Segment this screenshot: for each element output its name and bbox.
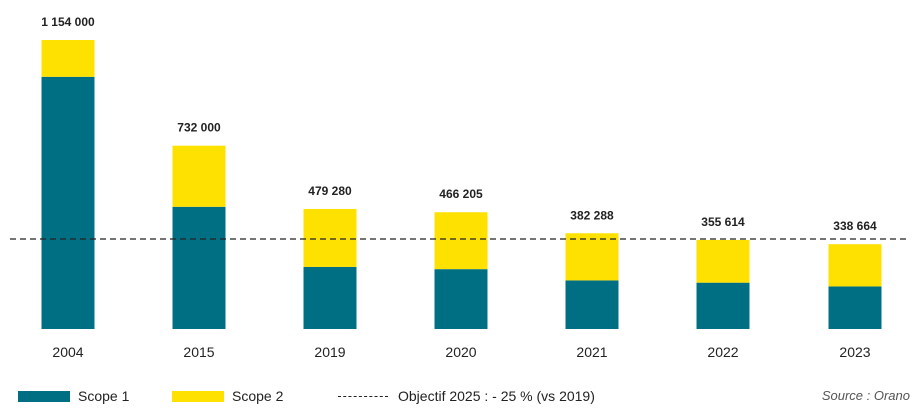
- stacked-bar-chart: 1 154 000 2004 732 000 2015 479 280 2019 466 2…: [10, 15, 910, 360]
- legend: Scope 1 Scope 2 Objectif 2025 : - 25 % (…: [0, 384, 918, 414]
- bar-scope-1-2023: [828, 286, 882, 329]
- total-label-2015: 732 000: [177, 121, 221, 135]
- legend-label-scope-2: Scope 2: [232, 388, 284, 404]
- x-tick-label-2022: 2022: [707, 344, 738, 360]
- legend-dash-objective: [338, 395, 388, 397]
- bar-scope-2-2020: [434, 212, 488, 270]
- bar-scope-1-2004: [41, 76, 95, 329]
- x-tick-label-2015: 2015: [183, 344, 214, 360]
- legend-item-objective: Objectif 2025 : - 25 % (vs 2019): [338, 388, 595, 404]
- x-tick-label-2019: 2019: [314, 344, 345, 360]
- total-label-2023: 338 664: [833, 219, 877, 233]
- x-tick-label-2004: 2004: [52, 344, 83, 360]
- legend-label-scope-1: Scope 1: [78, 388, 130, 404]
- total-label-2021: 382 288: [570, 208, 614, 222]
- total-label-2019: 479 280: [308, 184, 352, 198]
- bar-scope-1-2022: [696, 282, 750, 329]
- x-tick-label-2021: 2021: [576, 344, 607, 360]
- bar-scope-1-2015: [172, 206, 226, 329]
- total-label-2004: 1 154 000: [41, 15, 95, 29]
- legend-label-objective: Objectif 2025 : - 25 % (vs 2019): [398, 388, 595, 404]
- legend-swatch-scope-1: [18, 390, 70, 402]
- bars-group: [41, 40, 882, 329]
- bar-scope-2-2022: [696, 239, 750, 283]
- bar-scope-2-2004: [41, 40, 95, 77]
- legend-item-scope-1: Scope 1: [18, 388, 129, 404]
- bar-scope-1-2021: [565, 280, 619, 329]
- total-label-2020: 466 205: [439, 187, 483, 201]
- labels-group: 1 154 000 2004 732 000 2015 479 280 2019 466 2…: [41, 15, 877, 360]
- bar-scope-2-2023: [828, 244, 882, 287]
- bar-scope-1-2019: [303, 266, 357, 329]
- legend-item-scope-2: Scope 2: [172, 388, 283, 404]
- total-label-2022: 355 614: [701, 215, 745, 229]
- source-note: Source : Orano: [821, 388, 910, 403]
- x-tick-label-2020: 2020: [445, 344, 476, 360]
- bar-scope-2-2015: [172, 145, 226, 207]
- bar-scope-2-2021: [565, 233, 619, 281]
- legend-swatch-scope-2: [172, 390, 224, 402]
- x-tick-label-2023: 2023: [839, 344, 870, 360]
- bar-scope-1-2020: [434, 269, 488, 329]
- bar-scope-2-2019: [303, 208, 357, 267]
